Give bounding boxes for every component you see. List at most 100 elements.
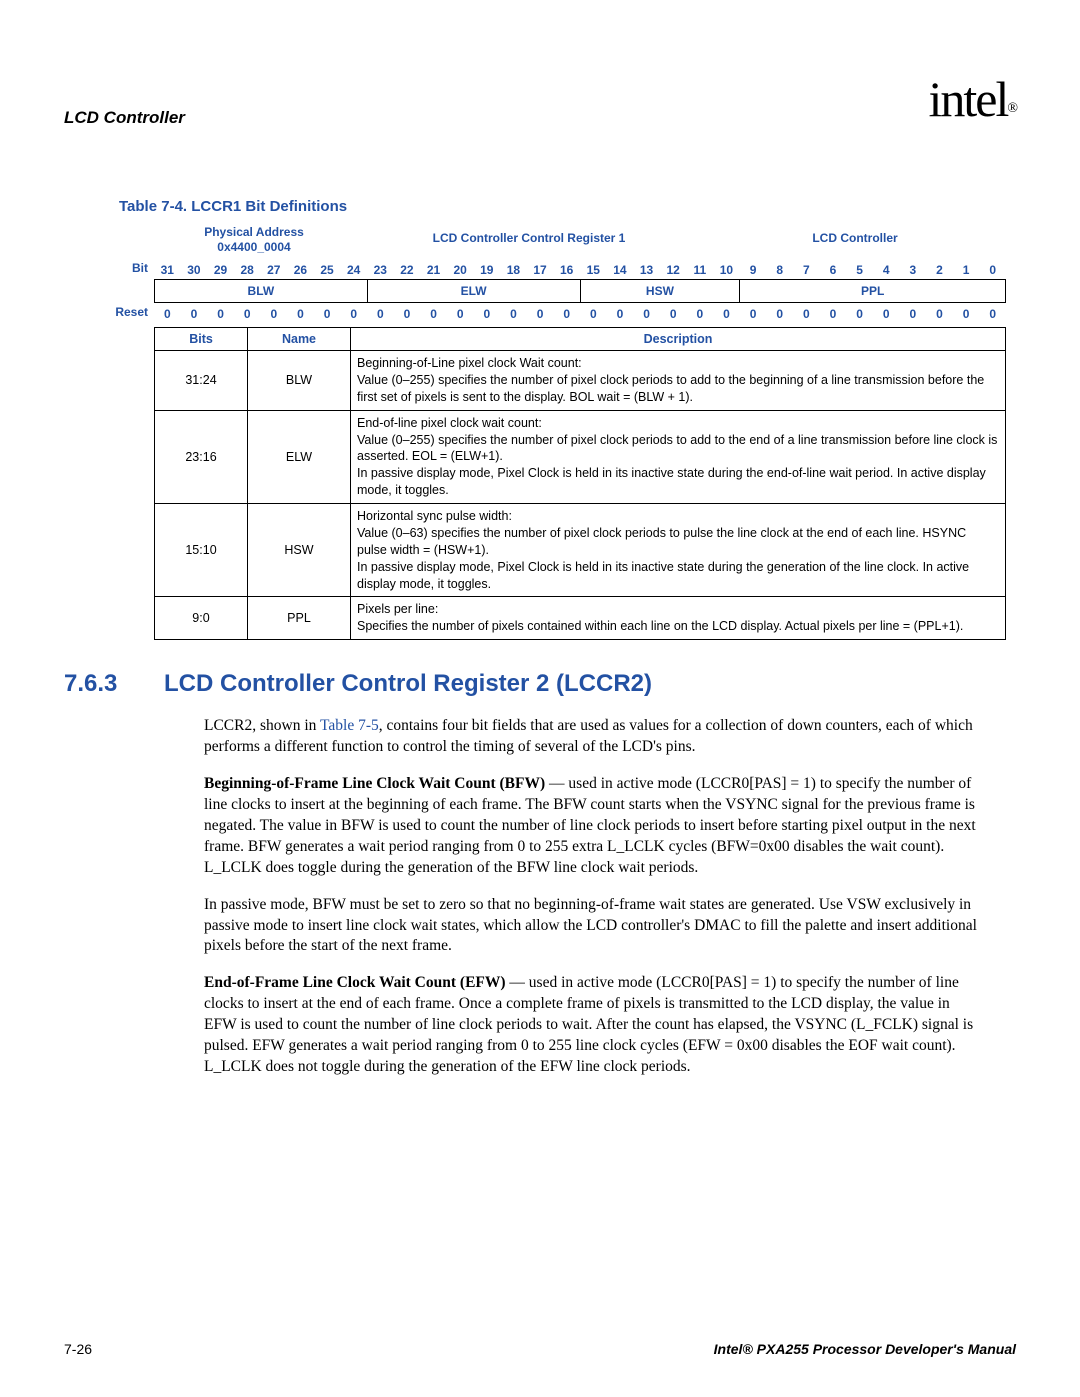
reset-bit: 0 <box>740 305 767 323</box>
register-header-row: Physical Address 0x4400_0004 LCD Control… <box>104 225 1006 255</box>
field-ppl: PPL <box>740 280 1006 302</box>
reset-strip: 00000000000000000000000000000000 <box>154 305 1006 323</box>
cell-bits: 23:16 <box>155 410 248 503</box>
field-elw: ELW <box>368 280 581 302</box>
cell-name: BLW <box>248 351 351 411</box>
reset-bit: 0 <box>846 305 873 323</box>
p4-strong: End-of-Frame Line Clock Wait Count (EFW) <box>204 974 506 991</box>
table-row: 9:0PPLPixels per line:Specifies the numb… <box>155 597 1006 640</box>
bit-number: 17 <box>527 261 554 279</box>
logo-sub: ® <box>1007 101 1016 116</box>
field-blw: BLW <box>155 280 368 302</box>
cell-bits: 9:0 <box>155 597 248 640</box>
reset-bit: 0 <box>766 305 793 323</box>
table-row: 15:10HSWHorizontal sync pulse width:Valu… <box>155 504 1006 597</box>
section-heading: 7.6.3 LCD Controller Control Register 2 … <box>64 670 1016 698</box>
reset-bit: 0 <box>154 305 181 323</box>
cell-name: ELW <box>248 410 351 503</box>
reset-bit: 0 <box>234 305 261 323</box>
reset-row-label: Reset <box>104 305 154 323</box>
reset-bit: 0 <box>553 305 580 323</box>
paragraph-4: End-of-Frame Line Clock Wait Count (EFW)… <box>204 973 986 1078</box>
cell-desc: Pixels per line:Specifies the number of … <box>351 597 1006 640</box>
reset-bit: 0 <box>447 305 474 323</box>
bit-number: 21 <box>420 261 447 279</box>
section-title: LCD Controller Control Register 2 (LCCR2… <box>164 670 652 698</box>
bit-number: 31 <box>154 261 181 279</box>
bit-number: 15 <box>580 261 607 279</box>
reset-bit: 0 <box>261 305 288 323</box>
table-row: 23:16ELWEnd-of-line pixel clock wait cou… <box>155 410 1006 503</box>
bit-number: 28 <box>234 261 261 279</box>
reset-bit: 0 <box>314 305 341 323</box>
field-hsw: HSW <box>581 280 741 302</box>
cell-desc: Beginning-of-Line pixel clock Wait count… <box>351 351 1006 411</box>
cell-bits: 15:10 <box>155 504 248 597</box>
bit-number: 13 <box>633 261 660 279</box>
field-row-spacer <box>104 279 154 303</box>
doc-title: Intel® PXA255 Processor Developer's Manu… <box>714 1341 1016 1357</box>
cell-name: PPL <box>248 597 351 640</box>
section-number: 7.6.3 <box>64 670 164 698</box>
reset-bit: 0 <box>687 305 714 323</box>
bit-strip: 3130292827262524232221201918171615141312… <box>154 261 1006 279</box>
col-name-header: Name <box>248 328 351 351</box>
physical-address: Physical Address 0x4400_0004 <box>154 225 354 255</box>
reset-bit: 0 <box>580 305 607 323</box>
table-header-row: Bits Name Description <box>155 328 1006 351</box>
reset-bit: 0 <box>660 305 687 323</box>
bit-number: 4 <box>873 261 900 279</box>
reset-bit: 0 <box>953 305 980 323</box>
bit-number: 9 <box>740 261 767 279</box>
p1-a: LCCR2, shown in <box>204 717 320 734</box>
reset-bit: 0 <box>500 305 527 323</box>
reset-bit: 0 <box>287 305 314 323</box>
table-ref-link[interactable]: Table 7-5 <box>320 717 379 734</box>
bit-row-label: Bit <box>104 261 154 279</box>
cell-bits: 31:24 <box>155 351 248 411</box>
page: LCD Controller intel® Table 7-4. LCCR1 B… <box>0 0 1080 1397</box>
reset-bit: 0 <box>207 305 234 323</box>
page-footer: 7-26 Intel® PXA255 Processor Developer's… <box>64 1341 1016 1357</box>
paragraph-2: Beginning-of-Frame Line Clock Wait Count… <box>204 774 986 879</box>
col-desc-header: Description <box>351 328 1006 351</box>
table-title: Table 7-4. LCCR1 Bit Definitions <box>119 198 1016 215</box>
module-name: LCD Controller <box>704 225 1006 255</box>
bit-number: 26 <box>287 261 314 279</box>
page-number: 7-26 <box>64 1341 92 1357</box>
bit-number: 8 <box>766 261 793 279</box>
bit-number: 1 <box>953 261 980 279</box>
reset-bit: 0 <box>793 305 820 323</box>
bit-number: 0 <box>979 261 1006 279</box>
reset-bit: 0 <box>367 305 394 323</box>
logo-text: intel <box>928 71 1007 127</box>
paragraph-1: LCCR2, shown in Table 7-5, contains four… <box>204 716 986 758</box>
bit-number: 10 <box>713 261 740 279</box>
header-title: LCD Controller <box>64 108 185 128</box>
bit-number: 23 <box>367 261 394 279</box>
phys-addr-value: 0x4400_0004 <box>217 240 290 254</box>
reset-bit: 0 <box>474 305 501 323</box>
reset-bit: 0 <box>527 305 554 323</box>
body-text: LCCR2, shown in Table 7-5, contains four… <box>204 716 986 1078</box>
bit-number: 20 <box>447 261 474 279</box>
reset-bit: 0 <box>873 305 900 323</box>
register-diagram: Physical Address 0x4400_0004 LCD Control… <box>104 225 1006 323</box>
reset-bit: 0 <box>394 305 421 323</box>
col-bits-header: Bits <box>155 328 248 351</box>
bit-number: 29 <box>207 261 234 279</box>
bit-number: 25 <box>314 261 341 279</box>
bit-number: 12 <box>660 261 687 279</box>
reset-bit: 0 <box>979 305 1006 323</box>
field-strip: BLWELWHSWPPL <box>154 279 1006 303</box>
bit-number: 3 <box>900 261 927 279</box>
reset-bit: 0 <box>607 305 634 323</box>
cell-desc: End-of-line pixel clock wait count:Value… <box>351 410 1006 503</box>
reset-bit: 0 <box>181 305 208 323</box>
reset-bit: 0 <box>340 305 367 323</box>
bit-number: 5 <box>846 261 873 279</box>
p2-strong: Beginning-of-Frame Line Clock Wait Count… <box>204 775 545 792</box>
bit-number: 14 <box>607 261 634 279</box>
bit-number: 22 <box>394 261 421 279</box>
reset-values-row: Reset 00000000000000000000000000000000 <box>104 305 1006 323</box>
